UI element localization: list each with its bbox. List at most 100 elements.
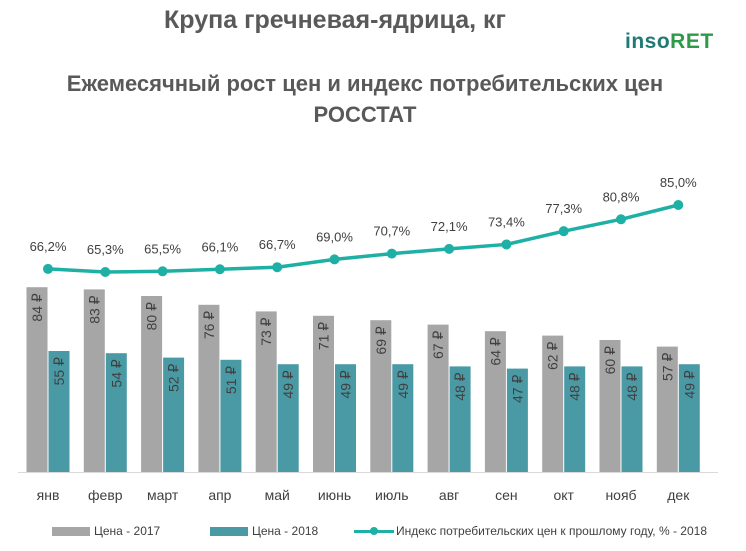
legend-item-price-2018: Цена - 2018: [210, 524, 318, 538]
bar-2018-5: [335, 364, 356, 472]
cpi-label-11: 85,0%: [660, 175, 697, 190]
chart-title: Крупа гречневая-ядрица, кг: [164, 6, 506, 34]
bar-label-2018-3: 51 ₽: [223, 366, 239, 394]
cpi-label-3: 66,1%: [201, 239, 238, 254]
bar-label-2017-2: 80 ₽: [144, 302, 160, 330]
x-tick-label-3: апр: [208, 487, 231, 503]
legend-swatch-teal: [210, 526, 248, 536]
x-tick-label-11: дек: [667, 487, 690, 503]
bar-2018-9: [564, 366, 586, 472]
x-tick-label-5: июнь: [318, 487, 351, 503]
bar-label-2017-0: 84 ₽: [29, 293, 45, 321]
bar-2017-9: [542, 335, 564, 472]
bar-label-2018-11: 49 ₽: [681, 370, 697, 398]
bar-label-2018-1: 54 ₽: [108, 359, 124, 387]
bar-label-2017-7: 67 ₽: [430, 331, 446, 359]
bar-2018-4: [277, 364, 299, 472]
cpi-label-0: 66,2%: [30, 239, 67, 254]
legend: Цена - 2017 Цена - 2018 Индекс потребите…: [0, 524, 746, 546]
logo-text-ret: RET: [670, 30, 714, 53]
bar-2018-1: [105, 353, 127, 472]
bar-label-2017-6: 69 ₽: [373, 326, 389, 354]
legend-label-price-2018: Цена - 2018: [252, 524, 319, 538]
chart-plot: 84 ₽ 55 ₽ янв 83 ₽ 54 ₽ февр 80 ₽ 52 ₽ март 76 ₽ 5…: [18, 175, 718, 503]
bar-label-2017-8: 64 ₽: [487, 337, 503, 365]
cpi-label-4: 66,7%: [259, 237, 296, 252]
x-tick-label-4: май: [265, 487, 290, 503]
bar-2017-7: [427, 324, 449, 472]
legend-item-price-2017: Цена - 2017: [52, 524, 160, 538]
cpi-point-2: [157, 266, 168, 277]
bar-2017-5: [313, 315, 334, 472]
bar-label-2018-4: 49 ₽: [280, 370, 296, 398]
bar-label-2018-0: 55 ₽: [51, 357, 67, 385]
bar-2018-3: [220, 359, 242, 472]
bar-label-2018-10: 48 ₽: [624, 372, 640, 400]
cpi-point-7: [444, 243, 455, 254]
bar-2018-6: [392, 364, 414, 472]
bar-label-2017-11: 57 ₽: [659, 353, 675, 381]
bar-2018-11: [678, 364, 700, 472]
bar-2017-1: [83, 289, 105, 472]
bar-2017-2: [141, 296, 163, 472]
bar-label-2018-7: 48 ₽: [452, 372, 468, 400]
subtitle-line-2: РОССТАТ: [313, 102, 417, 127]
bar-2017-3: [198, 304, 220, 472]
x-tick-label-0: янв: [37, 487, 60, 503]
bar-2018-2: [163, 357, 185, 472]
cpi-label-1: 65,3%: [87, 242, 124, 257]
x-tick-label-1: февр: [88, 487, 123, 503]
legend-label-price-2017: Цена - 2017: [94, 524, 161, 538]
chart-subtitle: Ежемесячный рост цен и индекс потребител…: [0, 68, 730, 130]
bar-label-2017-9: 62 ₽: [545, 342, 561, 370]
bar-2018-0: [48, 351, 70, 472]
cpi-point-9: [558, 226, 569, 237]
legend-line-marker: [354, 526, 394, 536]
cpi-point-10: [616, 214, 626, 225]
bar-label-2017-1: 83 ₽: [86, 295, 102, 323]
x-tick-label-2: март: [147, 487, 179, 503]
cpi-point-6: [386, 248, 397, 259]
cpi-label-10: 80,8%: [603, 189, 640, 204]
cpi-point-5: [329, 254, 340, 265]
bar-label-2018-5: 49 ₽: [338, 370, 354, 398]
bar-2018-10: [621, 366, 643, 472]
logo-text-inso: inso: [625, 30, 671, 53]
cpi-label-5: 69,0%: [316, 229, 353, 244]
cpi-point-1: [100, 266, 111, 277]
cpi-label-7: 72,1%: [431, 219, 468, 234]
x-tick-label-6: июль: [375, 487, 408, 503]
bar-2018-7: [449, 366, 471, 472]
legend-item-cpi: Индекс потребительских цен к прошлому го…: [354, 524, 707, 538]
x-tick-label-9: окт: [553, 487, 574, 503]
bar-label-2018-9: 48 ₽: [567, 372, 583, 400]
cpi-point-8: [501, 239, 512, 250]
bar-label-2017-10: 60 ₽: [602, 346, 618, 374]
bar-2017-10: [599, 340, 621, 472]
bar-2018-8: [506, 368, 528, 472]
cpi-label-9: 77,3%: [545, 201, 582, 216]
bar-label-2018-2: 52 ₽: [166, 364, 182, 392]
bar-2017-0: [26, 287, 48, 472]
bar-label-2017-3: 76 ₽: [201, 311, 217, 339]
insoret-logo: insoRET: [625, 30, 714, 54]
bar-2017-8: [484, 331, 506, 472]
x-tick-label-8: сен: [495, 487, 518, 503]
x-tick-label-7: авг: [439, 487, 459, 503]
bar-label-2018-8: 47 ₽: [509, 375, 525, 403]
subtitle-line-1: Ежемесячный рост цен и индекс потребител…: [66, 71, 664, 96]
cpi-point-0: [43, 263, 53, 274]
bar-2017-6: [370, 320, 392, 472]
cpi-line: [47, 203, 679, 274]
bar-label-2017-5: 71 ₽: [316, 322, 332, 350]
cpi-label-6: 70,7%: [373, 224, 410, 239]
bar-label-2017-4: 73 ₽: [258, 317, 274, 345]
cpi-label-2: 65,5%: [144, 241, 181, 256]
cpi-point-4: [272, 262, 283, 273]
bar-label-2018-6: 49 ₽: [395, 370, 411, 398]
cpi-point-11: [673, 200, 684, 210]
cpi-point-3: [214, 264, 225, 275]
x-tick-label-10: нояб: [605, 487, 636, 503]
legend-swatch-gray: [52, 526, 90, 536]
legend-label-cpi: Индекс потребительских цен к прошлому го…: [396, 524, 707, 538]
